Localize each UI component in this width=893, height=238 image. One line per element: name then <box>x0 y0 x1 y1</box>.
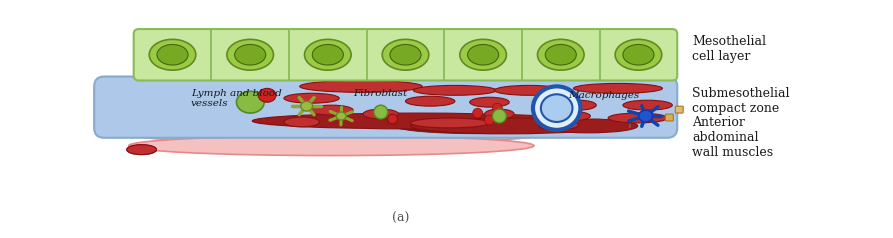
Text: (a): (a) <box>392 212 409 225</box>
Text: Anterior
abdominal
wall muscles: Anterior abdominal wall muscles <box>692 116 773 159</box>
Ellipse shape <box>573 84 663 93</box>
Text: Lymph and blood
vessels: Lymph and blood vessels <box>191 89 282 108</box>
Ellipse shape <box>198 114 633 136</box>
Ellipse shape <box>472 108 482 118</box>
Ellipse shape <box>538 39 584 70</box>
Ellipse shape <box>154 90 519 112</box>
Text: Mesothelial
cell layer: Mesothelial cell layer <box>692 35 766 63</box>
Ellipse shape <box>363 109 398 119</box>
Ellipse shape <box>253 113 579 129</box>
Ellipse shape <box>144 114 569 136</box>
Ellipse shape <box>148 116 563 134</box>
Ellipse shape <box>390 45 421 65</box>
Ellipse shape <box>492 103 503 113</box>
Ellipse shape <box>313 45 344 65</box>
Ellipse shape <box>154 104 538 122</box>
Ellipse shape <box>157 45 188 65</box>
Ellipse shape <box>258 88 276 102</box>
Ellipse shape <box>144 76 460 96</box>
Ellipse shape <box>388 114 397 124</box>
Ellipse shape <box>134 112 538 132</box>
Text: Fibroblast: Fibroblast <box>353 89 407 98</box>
Ellipse shape <box>310 105 353 115</box>
Ellipse shape <box>547 111 590 121</box>
FancyBboxPatch shape <box>675 106 683 113</box>
Ellipse shape <box>638 110 653 122</box>
Ellipse shape <box>468 45 498 65</box>
Ellipse shape <box>173 67 450 88</box>
FancyBboxPatch shape <box>665 114 673 121</box>
Ellipse shape <box>492 109 506 123</box>
Ellipse shape <box>382 39 429 70</box>
Ellipse shape <box>538 120 579 130</box>
Ellipse shape <box>179 56 405 75</box>
Ellipse shape <box>538 119 638 133</box>
Ellipse shape <box>495 85 563 95</box>
Ellipse shape <box>608 113 667 123</box>
Ellipse shape <box>485 109 514 119</box>
Ellipse shape <box>227 39 273 70</box>
Ellipse shape <box>305 39 351 70</box>
Ellipse shape <box>148 102 544 124</box>
Ellipse shape <box>615 39 662 70</box>
Ellipse shape <box>127 145 156 154</box>
Ellipse shape <box>485 115 495 125</box>
Text: Submesothelial
compact zone: Submesothelial compact zone <box>692 87 789 115</box>
FancyBboxPatch shape <box>134 29 677 80</box>
Ellipse shape <box>129 136 534 156</box>
Ellipse shape <box>138 100 524 120</box>
Ellipse shape <box>235 45 266 65</box>
Ellipse shape <box>623 45 654 65</box>
Ellipse shape <box>129 124 544 144</box>
Ellipse shape <box>173 66 390 84</box>
Ellipse shape <box>183 58 401 74</box>
Ellipse shape <box>541 94 572 122</box>
Ellipse shape <box>411 118 489 128</box>
Ellipse shape <box>179 69 445 86</box>
Ellipse shape <box>127 145 156 154</box>
Ellipse shape <box>158 92 514 110</box>
Ellipse shape <box>623 100 672 110</box>
Ellipse shape <box>470 97 509 107</box>
Ellipse shape <box>533 86 580 130</box>
Ellipse shape <box>411 118 608 134</box>
Ellipse shape <box>374 105 388 119</box>
Ellipse shape <box>284 93 339 103</box>
Ellipse shape <box>413 85 497 95</box>
Ellipse shape <box>237 91 264 113</box>
Ellipse shape <box>284 117 320 127</box>
Ellipse shape <box>149 39 196 70</box>
Ellipse shape <box>144 88 499 108</box>
Text: Macrophages: Macrophages <box>569 91 639 100</box>
Ellipse shape <box>163 79 489 100</box>
Ellipse shape <box>390 116 569 134</box>
Ellipse shape <box>405 96 455 106</box>
Ellipse shape <box>337 112 346 120</box>
Text: ': ' <box>628 123 631 137</box>
Ellipse shape <box>300 80 422 92</box>
Ellipse shape <box>546 45 576 65</box>
Ellipse shape <box>301 101 313 111</box>
FancyBboxPatch shape <box>94 76 677 138</box>
Ellipse shape <box>561 100 597 110</box>
Ellipse shape <box>168 80 485 98</box>
Ellipse shape <box>460 39 506 70</box>
